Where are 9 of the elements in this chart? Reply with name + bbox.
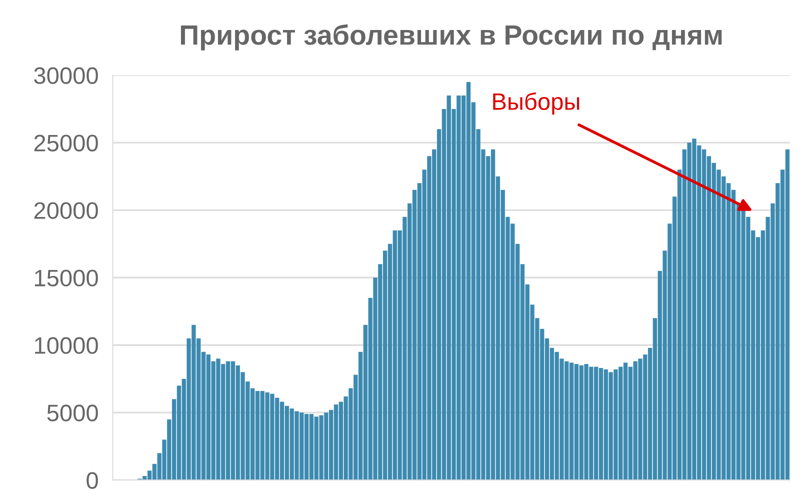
- y-tick-label: 25000: [34, 134, 98, 152]
- annotation: Выборы: [493, 92, 580, 115]
- y-tick-label: 15000: [34, 270, 98, 286]
- y-tick-label: 10000: [34, 337, 98, 354]
- chart-title: Прирост заболевших в России по дням: [180, 24, 722, 50]
- y-tick-label: 30000: [34, 67, 98, 84]
- y-tick-label: 0: [86, 472, 98, 489]
- y-tick-label: 20000: [34, 202, 98, 219]
- y-tick-label: 5000: [47, 404, 98, 422]
